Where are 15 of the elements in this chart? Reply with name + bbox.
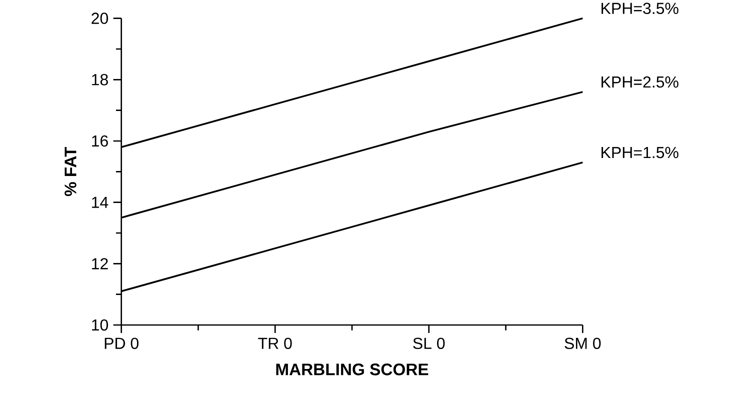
series-label: KPH=1.5%	[602, 146, 678, 158]
series-label: KPH=3.5%	[602, 2, 678, 14]
x-tick-label: SL 0	[413, 338, 445, 350]
y-tick-label: 20	[92, 12, 108, 24]
y-tick-label: 18	[92, 74, 108, 86]
y-tick-label: 14	[92, 196, 108, 208]
y-tick-label: 10	[92, 319, 108, 331]
x-tick-label: PD 0	[104, 338, 138, 350]
series-label: KPH=2.5%	[602, 76, 678, 88]
y-axis-title: % FAT	[64, 146, 76, 196]
y-tick-label: 12	[92, 258, 108, 270]
x-tick-label: SM 0	[564, 338, 601, 350]
x-axis-title: MARBLING SCORE	[276, 364, 428, 376]
y-tick-label: 16	[92, 135, 108, 147]
x-tick-label: TR 0	[258, 338, 292, 350]
